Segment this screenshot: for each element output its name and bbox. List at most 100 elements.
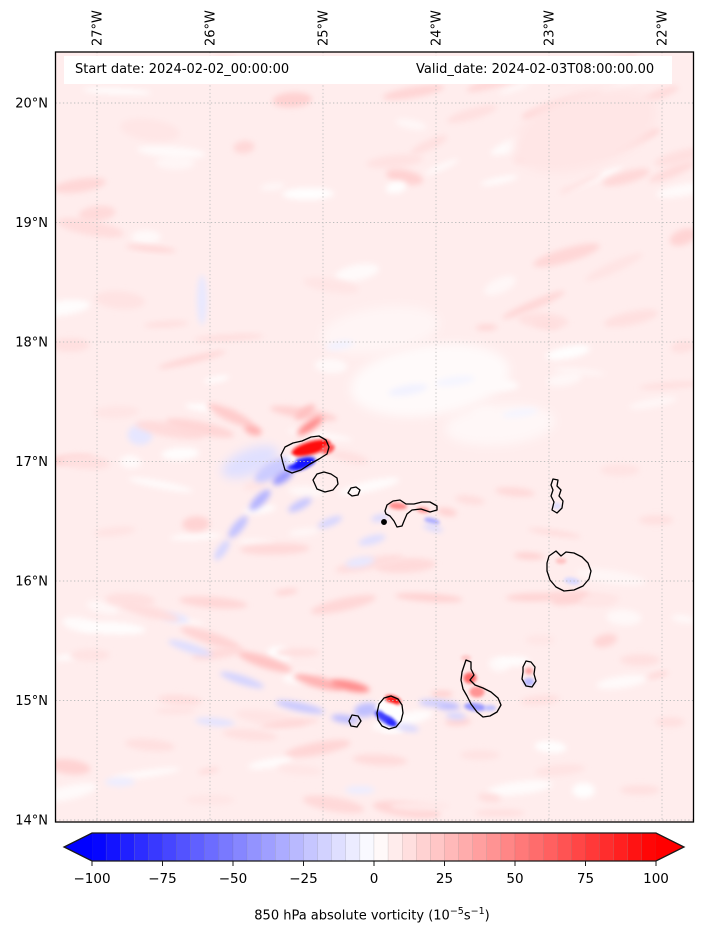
colorbar-tick-label: −25 [289, 871, 318, 887]
vorticity-feature [535, 764, 585, 776]
lon-tick-label: 25°W [317, 10, 332, 46]
vorticity-feature [135, 420, 205, 440]
island-maio-outline [521, 660, 537, 688]
lon-tick-label: 23°W [543, 10, 558, 46]
vorticity-feature [397, 724, 419, 732]
vorticity-feature [214, 539, 230, 561]
valid-date-label: Valid_date: 2024-02-03T08:00:00.00 [416, 62, 655, 77]
start-date-label: Start date: 2024-02-02_00:00:00 [75, 62, 290, 77]
lat-tick-label: 18°N [15, 336, 48, 351]
vorticity-feature [431, 690, 453, 698]
vorticity-feature [220, 671, 264, 689]
vorticity-feature [495, 487, 535, 497]
vorticity-feature [469, 686, 485, 698]
colorbar-label-exp2: −1 [470, 906, 485, 917]
vorticity-feature [120, 602, 180, 622]
vorticity-feature [620, 785, 660, 795]
vorticity-feature [168, 639, 212, 657]
island-brava-outline [348, 714, 362, 728]
colorbar-label-suffix: ) [484, 908, 490, 924]
vorticity-feature [125, 738, 175, 752]
lon-tick-label: 27°W [91, 10, 106, 46]
island-sao-vicente-outline [312, 471, 339, 493]
island-santa-luzia-outline [347, 486, 361, 497]
lon-tick-label: 26°W [204, 10, 219, 46]
lat-tick-label: 20°N [15, 97, 48, 112]
vorticity-feature [317, 515, 343, 529]
vorticity-feature [380, 728, 404, 734]
vorticity-feature [461, 655, 471, 661]
vorticity-feature [249, 489, 271, 511]
colorbar-tick-label: 50 [506, 871, 523, 887]
vorticity-feature [455, 495, 485, 505]
colorbar-label-prefix: 850 hPa absolute vorticity (10 [254, 908, 450, 924]
vorticity-feature [331, 714, 359, 724]
vorticity-feature [195, 717, 235, 727]
vorticity-feature [386, 719, 398, 727]
lat-tick-label: 16°N [15, 575, 48, 590]
title-strip: Start date: 2024-02-02_00:00:00 Valid_da… [64, 56, 672, 84]
vorticity-feature [70, 649, 110, 661]
colorbar-label: 850 hPa absolute vorticity (10−5s−1) [254, 906, 489, 923]
vorticity-feature [288, 497, 312, 513]
lon-tick-label: 24°W [430, 10, 445, 46]
colorbar-label-mid: s [463, 908, 471, 924]
vorticity-feature [648, 161, 694, 183]
vorticity-feature [350, 343, 510, 417]
vorticity-feature [120, 118, 180, 142]
vorticity-feature [294, 404, 316, 420]
islet-dot [381, 519, 387, 525]
vorticity-feature [437, 507, 457, 517]
colorbar-tick-label: −50 [219, 871, 248, 887]
vorticity-feature [389, 502, 407, 510]
vorticity-feature [358, 534, 386, 546]
vorticity-feature [641, 85, 679, 103]
colorbar-label-exp1: −5 [449, 906, 464, 917]
vorticity-feature [464, 702, 486, 712]
colorbar-tick-label: 75 [577, 871, 594, 887]
colorbar-tick-label: −100 [73, 871, 110, 887]
vorticity-feature [388, 383, 428, 397]
vorticity-feature [354, 702, 378, 718]
vorticity-feature [197, 275, 207, 325]
vorticity-feature [523, 678, 535, 686]
vorticity-feature [345, 556, 375, 568]
vorticity-feature [446, 105, 498, 123]
vorticity-feature [423, 524, 443, 532]
vorticity-feature [297, 416, 323, 436]
vorticity-feature [446, 712, 466, 720]
vorticity-feature [293, 673, 343, 691]
vorticity-feature [484, 705, 496, 711]
lat-tick-label: 19°N [15, 216, 48, 231]
vorticity-feature [390, 801, 450, 811]
vorticity-feature [272, 468, 294, 486]
vorticity-feature [105, 592, 155, 608]
vorticity-feature [600, 464, 640, 476]
vorticity-feature [180, 626, 240, 650]
vorticity-feature [502, 408, 538, 418]
lon-tick-label: 22°W [656, 10, 671, 46]
vorticity-feature [525, 635, 555, 645]
vorticity-feature [222, 729, 278, 741]
island-fogo-outline [376, 695, 404, 730]
vorticity-feature [105, 777, 135, 787]
vorticity-feature [55, 338, 90, 352]
vorticity-feature [275, 700, 325, 714]
vorticity-feature [435, 375, 475, 387]
vorticity-feature [352, 754, 408, 766]
vorticity-feature [580, 593, 620, 607]
island-sao-nicolau-outline [384, 499, 438, 528]
island-santo-antao-outline [280, 435, 330, 474]
island-santiago-outline [460, 659, 502, 718]
island-boa-vista-outline [546, 550, 592, 592]
colorbar: −100 −75 −50 −25 0 25 50 75 100 [62, 832, 686, 887]
vorticity-feature [463, 672, 477, 684]
island-sal-outline [550, 478, 564, 514]
vorticity-feature [277, 764, 323, 776]
graticule [55, 52, 694, 822]
lat-tick-label: 14°N [15, 814, 48, 829]
vorticity-feature [385, 695, 401, 705]
colorbar-tick-label: 25 [436, 871, 453, 887]
